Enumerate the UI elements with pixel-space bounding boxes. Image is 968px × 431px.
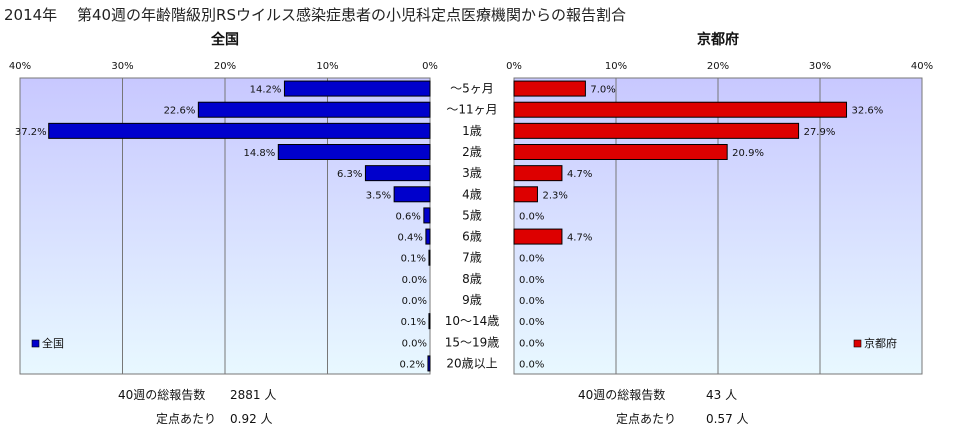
category-label: 5歳 (462, 208, 482, 222)
kyoto-bar (513, 122, 800, 139)
national-legend-label: 全国 (42, 336, 64, 350)
kyoto-data-label: 0.0% (519, 338, 544, 349)
kyoto-data-label: 0.0% (519, 296, 544, 307)
national-data-label: 6.3% (337, 169, 362, 180)
category-label: 2歳 (462, 145, 482, 159)
category-label: 4歳 (462, 187, 482, 201)
category-label: ～11ヶ月 (446, 103, 497, 117)
national-bar (393, 186, 431, 203)
kyoto-panel-title: 京都府 (697, 31, 739, 48)
category-label: 20歳以上 (446, 356, 497, 370)
national-per-label: 定点あたり (156, 412, 217, 426)
category-label: 1歳 (462, 124, 482, 138)
kyoto-data-label: 7.0% (590, 85, 615, 96)
kyoto-bar (513, 80, 586, 97)
kyoto-tick-label: 30% (809, 61, 831, 72)
kyoto-data-label: 27.9% (804, 127, 836, 138)
kyoto-data-label: 0.0% (519, 317, 544, 328)
national-data-label: 0.1% (401, 254, 426, 265)
kyoto-tick-label: 40% (911, 61, 933, 72)
category-label: 15～19歳 (445, 335, 500, 349)
national-tick-label: 0% (422, 61, 438, 72)
national-tick-label: 40% (9, 61, 31, 72)
national-data-label: 0.6% (395, 211, 420, 222)
kyoto-data-label: 4.7% (567, 169, 592, 180)
kyoto-data-label: 0.0% (519, 359, 544, 370)
national-data-label: 37.2% (15, 127, 47, 138)
category-label: 6歳 (462, 230, 482, 244)
kyoto-bar (513, 144, 728, 160)
kyoto-data-label: 0.0% (519, 254, 544, 265)
national-bar (428, 313, 431, 330)
national-per-value: 0.92 人 (230, 412, 273, 426)
kyoto-tick-label: 20% (707, 61, 729, 72)
kyoto-data-label: 2.3% (542, 190, 567, 201)
national-bar (277, 144, 431, 160)
national-bar (197, 101, 431, 118)
kyoto-total-value: 43 人 (706, 388, 738, 402)
national-data-label: 22.6% (164, 106, 196, 117)
national-bar (425, 228, 431, 245)
kyoto-data-label: 4.7% (567, 233, 592, 244)
kyoto-bar (513, 228, 563, 245)
national-bar (427, 355, 431, 372)
kyoto-tick-label: 0% (506, 61, 522, 72)
kyoto-data-label: 0.0% (519, 211, 544, 222)
national-data-label: 0.0% (402, 275, 427, 286)
national-legend-swatch (31, 339, 40, 348)
kyoto-data-label: 0.0% (519, 275, 544, 286)
kyoto-bar (513, 165, 563, 182)
category-label: 7歳 (462, 251, 482, 265)
national-data-label: 0.0% (402, 296, 427, 307)
kyoto-total-label: 40週の総報告数 (578, 388, 666, 402)
national-data-label: 14.8% (244, 148, 276, 159)
category-label: 9歳 (462, 293, 482, 307)
category-label: 8歳 (462, 272, 482, 286)
kyoto-legend-label: 京都府 (864, 336, 897, 350)
national-total-label: 40週の総報告数 (118, 388, 206, 402)
national-bar (428, 249, 431, 266)
national-bar (48, 122, 431, 139)
national-data-label: 0.1% (401, 317, 426, 328)
page-title: 2014年 第40週の年齢階級別RSウイルス感染症患者の小児科定点医療機関からの… (4, 6, 626, 24)
category-label: 3歳 (462, 166, 482, 180)
national-data-label: 0.4% (397, 233, 422, 244)
national-bar (283, 80, 431, 97)
kyoto-legend-swatch (853, 339, 862, 348)
national-total-value: 2881 人 (230, 388, 277, 402)
national-bar (423, 207, 431, 224)
national-data-label: 3.5% (366, 190, 391, 201)
kyoto-data-label: 20.9% (732, 148, 764, 159)
kyoto-bar (513, 186, 538, 203)
kyoto-tick-label: 10% (605, 61, 627, 72)
national-data-label: 0.0% (402, 338, 427, 349)
kyoto-per-value: 0.57 人 (706, 412, 749, 426)
national-panel-title: 全国 (210, 31, 239, 48)
national-data-label: 14.2% (250, 85, 282, 96)
category-label: 10～14歳 (445, 314, 500, 328)
national-bar (364, 165, 431, 182)
national-tick-label: 30% (111, 61, 133, 72)
kyoto-bar (513, 101, 848, 118)
kyoto-data-label: 32.6% (852, 106, 884, 117)
national-data-label: 0.2% (400, 359, 425, 370)
kyoto-per-label: 定点あたり (616, 412, 677, 426)
national-tick-label: 20% (214, 61, 236, 72)
category-label: ～5ヶ月 (450, 82, 494, 96)
national-tick-label: 10% (316, 61, 338, 72)
